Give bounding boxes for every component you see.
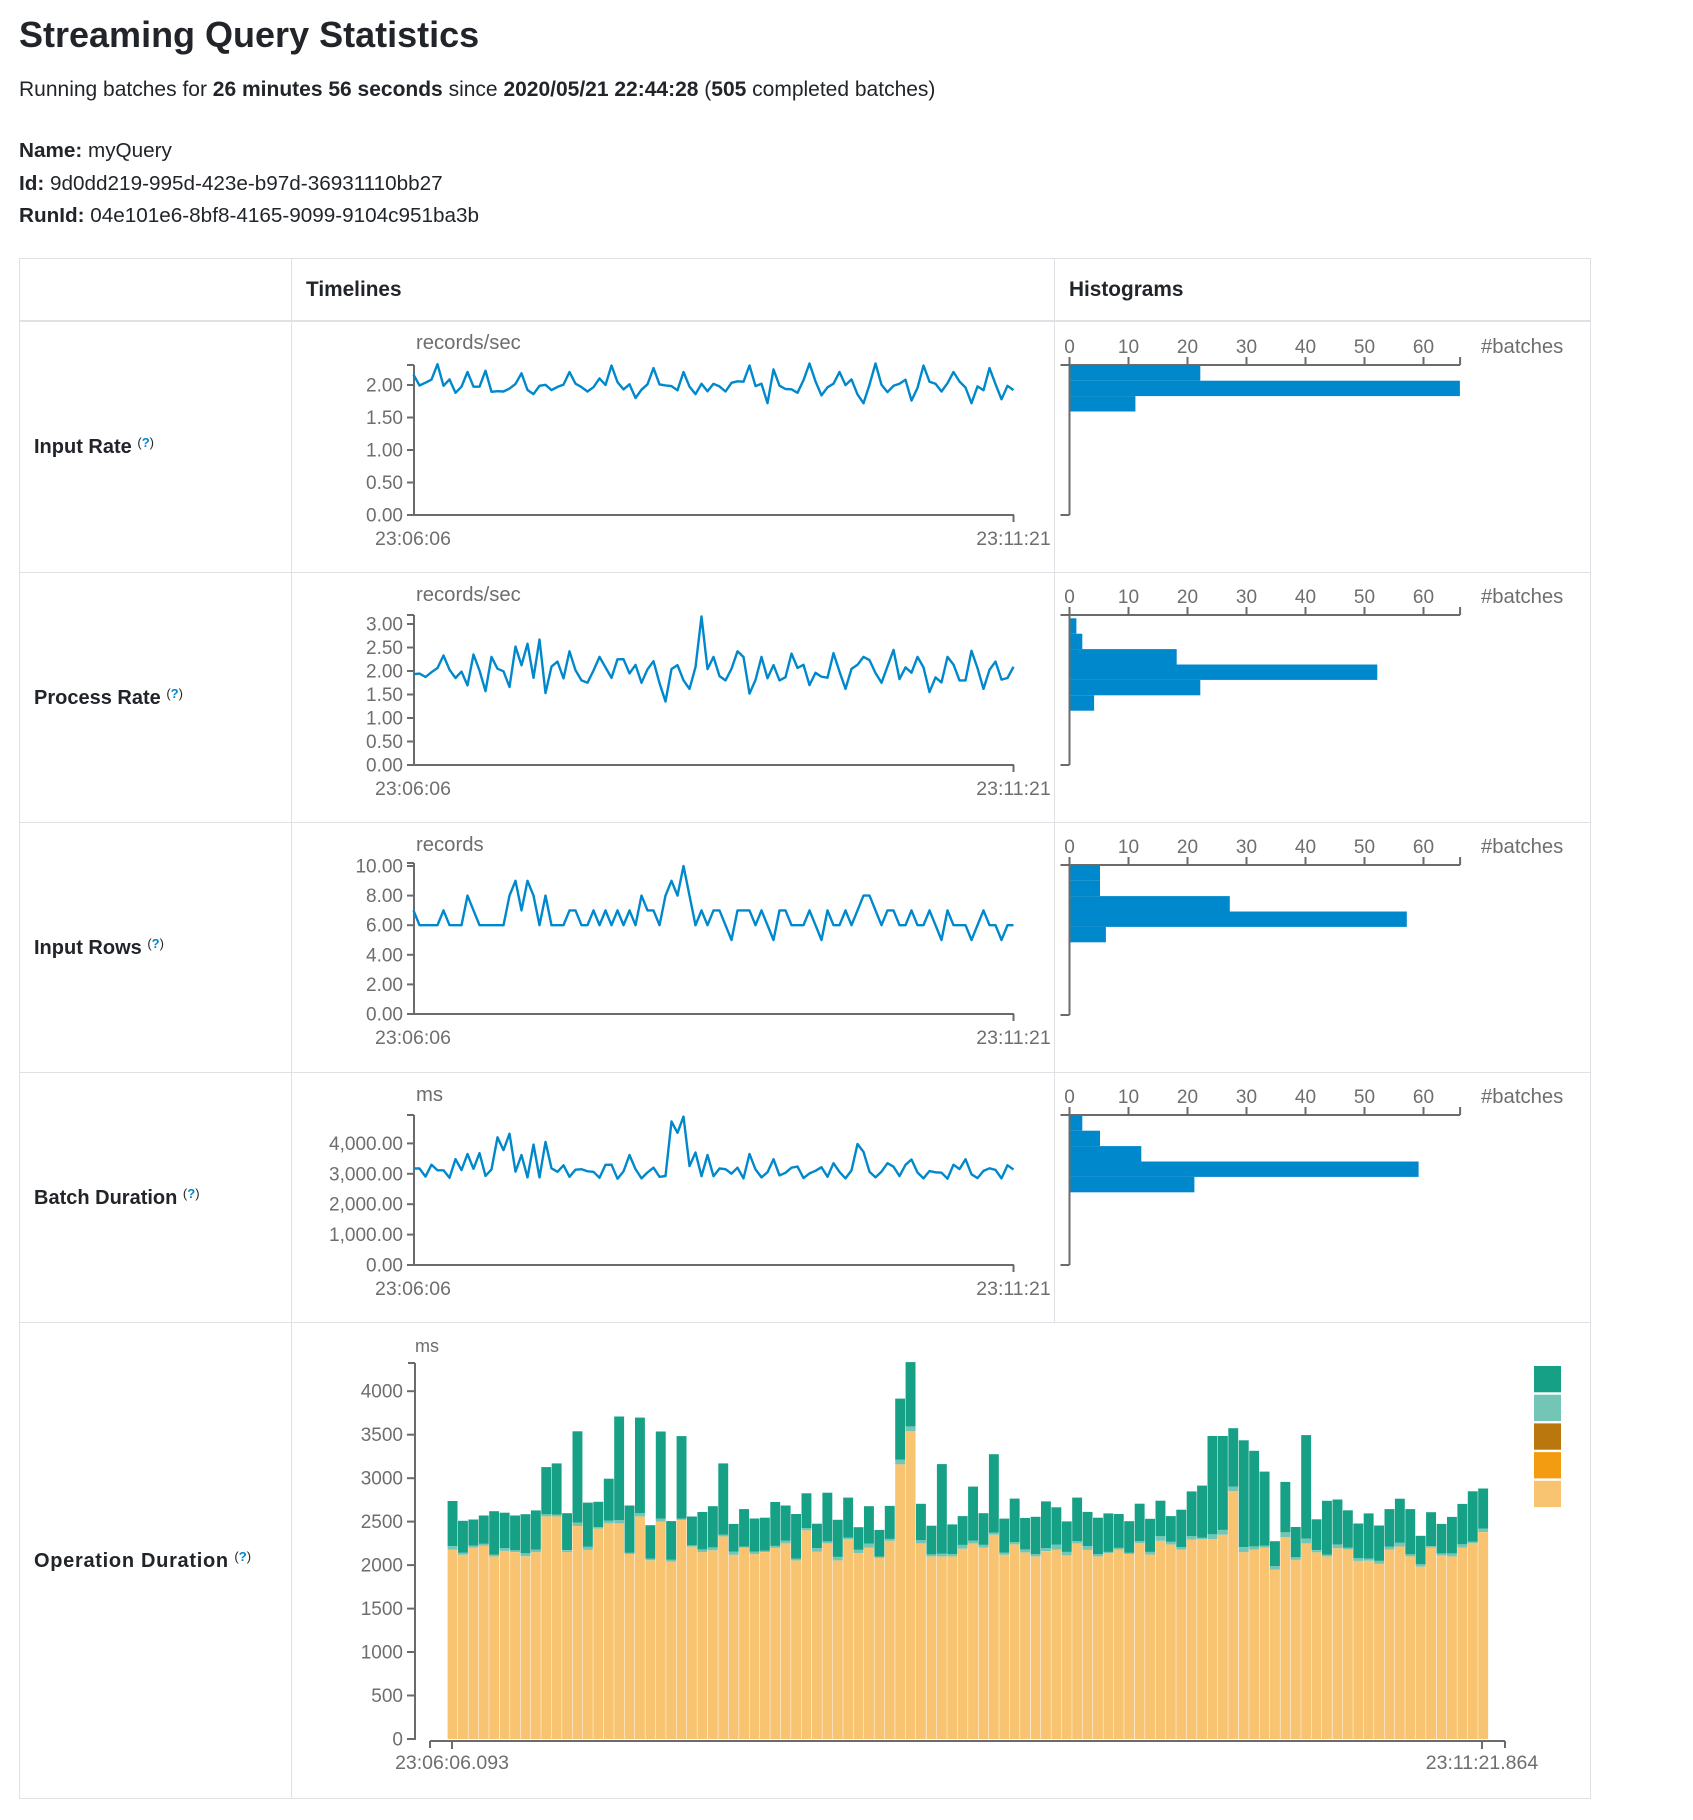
svg-text:60: 60: [1413, 1087, 1434, 1108]
svg-text:40: 40: [1295, 837, 1316, 858]
svg-text:0: 0: [392, 1730, 403, 1751]
svg-text:20: 20: [1177, 587, 1198, 608]
svg-text:1.00: 1.00: [366, 441, 403, 462]
svg-text:1,000.00: 1,000.00: [329, 1225, 403, 1246]
svg-text:0: 0: [1064, 1087, 1075, 1108]
svg-text:60: 60: [1413, 337, 1434, 358]
svg-text:50: 50: [1354, 1087, 1375, 1108]
svg-text:500: 500: [371, 1686, 403, 1707]
svg-text:0.00: 0.00: [366, 506, 403, 527]
svg-text:40: 40: [1295, 587, 1316, 608]
svg-text:50: 50: [1354, 587, 1375, 608]
svg-text:2000: 2000: [361, 1556, 403, 1577]
svg-text:23:06:06: 23:06:06: [375, 778, 451, 800]
svg-text:23:11:21: 23:11:21: [976, 528, 1050, 550]
svg-text:2.00: 2.00: [366, 975, 403, 996]
svg-text:10: 10: [1118, 1087, 1139, 1108]
svg-text:0.50: 0.50: [366, 473, 403, 494]
svg-text:2.50: 2.50: [366, 638, 403, 659]
svg-text:3,000.00: 3,000.00: [329, 1164, 403, 1185]
svg-text:#batches: #batches: [1481, 1086, 1563, 1108]
svg-text:records/sec: records/sec: [416, 584, 521, 606]
svg-text:23:06:06: 23:06:06: [375, 1278, 451, 1300]
svg-text:3000: 3000: [361, 1469, 403, 1490]
svg-text:23:11:21: 23:11:21: [976, 778, 1050, 800]
svg-text:#batches: #batches: [1481, 836, 1563, 858]
svg-text:3.00: 3.00: [366, 615, 403, 636]
svg-text:1.50: 1.50: [366, 685, 403, 706]
svg-text:0.00: 0.00: [366, 1005, 403, 1026]
svg-text:2.00: 2.00: [366, 662, 403, 683]
svg-text:1000: 1000: [361, 1643, 403, 1664]
svg-text:0: 0: [1064, 837, 1075, 858]
svg-text:50: 50: [1354, 337, 1375, 358]
svg-text:0: 0: [1064, 587, 1075, 608]
svg-text:0.50: 0.50: [366, 732, 403, 753]
svg-text:10: 10: [1118, 587, 1139, 608]
svg-text:2,000.00: 2,000.00: [329, 1195, 403, 1216]
svg-text:23:11:21: 23:11:21: [976, 1278, 1050, 1300]
svg-text:60: 60: [1413, 587, 1434, 608]
svg-text:1.50: 1.50: [366, 408, 403, 429]
svg-text:40: 40: [1295, 337, 1316, 358]
svg-text:23:06:06: 23:06:06: [375, 1027, 451, 1049]
svg-text:0.00: 0.00: [366, 756, 403, 777]
svg-text:23:11:21.864: 23:11:21.864: [1426, 1752, 1539, 1774]
svg-text:20: 20: [1177, 837, 1198, 858]
svg-text:10.00: 10.00: [355, 857, 403, 878]
svg-text:60: 60: [1413, 837, 1434, 858]
svg-text:records: records: [416, 834, 484, 856]
svg-text:30: 30: [1236, 337, 1257, 358]
svg-text:23:11:21: 23:11:21: [976, 1027, 1050, 1049]
svg-text:4,000.00: 4,000.00: [329, 1134, 403, 1155]
svg-text:ms: ms: [416, 1084, 443, 1106]
svg-text:20: 20: [1177, 1087, 1198, 1108]
svg-text:#batches: #batches: [1481, 586, 1563, 608]
svg-text:3500: 3500: [361, 1425, 403, 1446]
svg-text:30: 30: [1236, 587, 1257, 608]
svg-text:2500: 2500: [361, 1512, 403, 1533]
svg-text:2.00: 2.00: [366, 376, 403, 397]
svg-text:1.00: 1.00: [366, 709, 403, 730]
svg-text:40: 40: [1295, 1087, 1316, 1108]
svg-text:ms: ms: [415, 1336, 439, 1356]
svg-text:#batches: #batches: [1481, 336, 1563, 358]
svg-text:1500: 1500: [361, 1599, 403, 1620]
svg-text:0.00: 0.00: [366, 1256, 403, 1277]
svg-text:6.00: 6.00: [366, 916, 403, 937]
svg-text:20: 20: [1177, 337, 1198, 358]
svg-text:23:06:06.093: 23:06:06.093: [395, 1752, 509, 1774]
svg-text:8.00: 8.00: [366, 886, 403, 907]
svg-text:4000: 4000: [361, 1382, 403, 1403]
svg-text:50: 50: [1354, 837, 1375, 858]
svg-text:10: 10: [1118, 337, 1139, 358]
svg-text:records/sec: records/sec: [416, 332, 521, 354]
svg-text:10: 10: [1118, 837, 1139, 858]
svg-text:4.00: 4.00: [366, 945, 403, 966]
svg-text:23:06:06: 23:06:06: [375, 528, 451, 550]
svg-text:0: 0: [1064, 337, 1075, 358]
svg-text:30: 30: [1236, 837, 1257, 858]
svg-text:30: 30: [1236, 1087, 1257, 1108]
